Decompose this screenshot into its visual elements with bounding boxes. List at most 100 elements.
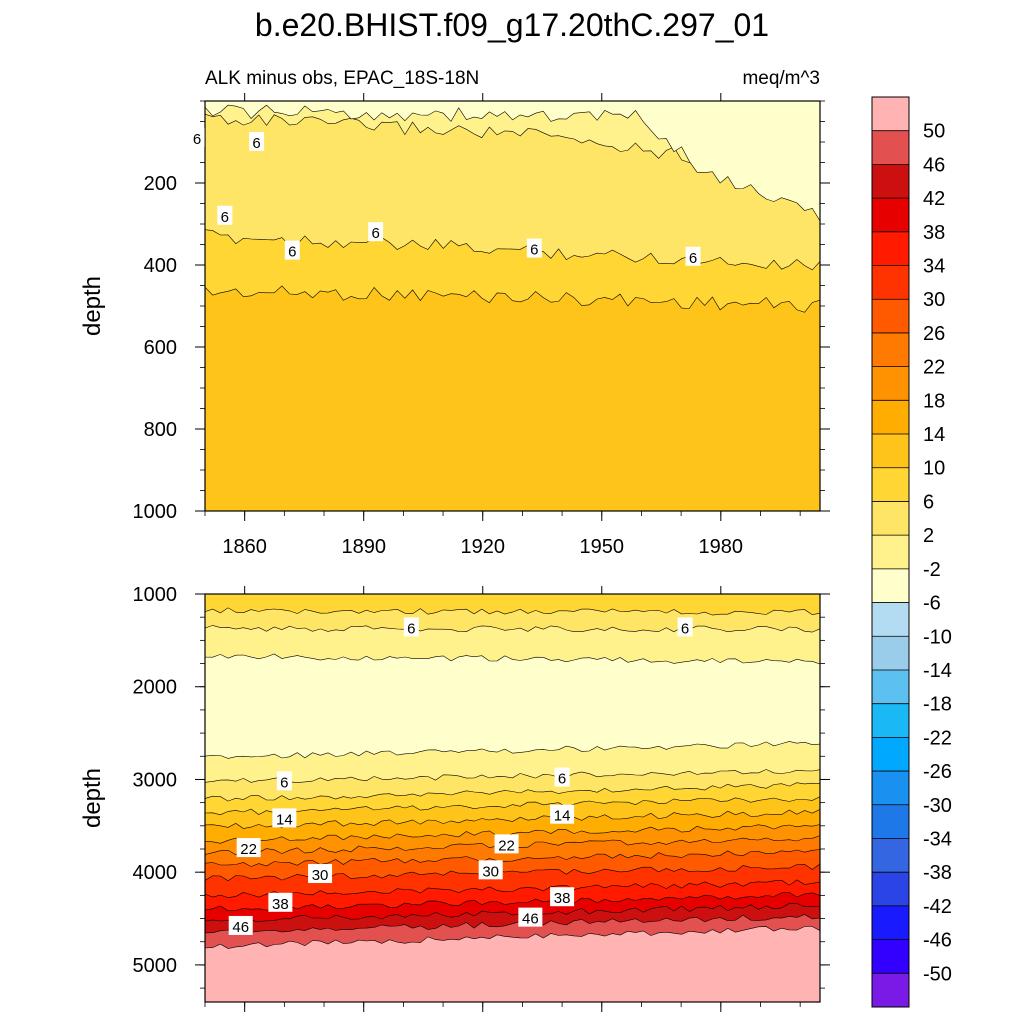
upper-xtick-label: 1980 (699, 536, 744, 558)
upper-contour-label-bg (217, 205, 233, 225)
colorbar-label: -26 (923, 761, 952, 783)
colorbar-swatch (872, 973, 909, 1008)
lower-ytick-label: 3000 (133, 769, 178, 791)
colorbar-label: -42 (923, 896, 952, 918)
lower-contour-label-bg (554, 767, 570, 787)
colorbar-label: 26 (923, 323, 945, 345)
upper-axis-ticks: 1860 1890 1920 1950 1980 200 400 600 800 1000 (133, 93, 830, 558)
lower-contour-label-text: 46 (522, 911, 539, 928)
colorbar-label: -6 (923, 593, 941, 615)
lower-contour-label: 6 (403, 617, 419, 637)
colorbar-label: -50 (923, 963, 952, 985)
colorbar-swatch (872, 905, 909, 940)
lower-contour-label-text: 22 (498, 837, 515, 854)
lower-contour-bands (205, 594, 820, 1002)
upper-contour-label-bg (685, 246, 701, 266)
lower-contour-label-bg (550, 887, 575, 907)
colorbar-label: 38 (923, 222, 945, 244)
lower-contour-label: 22 (494, 834, 519, 854)
colorbar-label: -46 (923, 930, 952, 952)
colorbar-swatch (872, 434, 909, 469)
lower-panel: 1000 2000 3000 4000 5000 6 6 6 6 14 14 22 22 30 30 38 3… (79, 584, 830, 1012)
upper-contour-label-bg (526, 238, 542, 258)
lower-contour-label: 14 (272, 808, 297, 828)
upper-contour-label-bg (284, 240, 300, 260)
upper-contour-label: 6 (368, 222, 384, 242)
colorbar-swatch (872, 164, 909, 199)
upper-xtick-label: 1890 (341, 536, 386, 558)
upper-contour-label-text: 6 (193, 131, 201, 148)
upper-contour-label-text: 6 (689, 250, 697, 267)
colorbar-label: -22 (923, 727, 952, 749)
upper-ytick-label: 400 (144, 255, 177, 277)
upper-contour-label-bg (368, 222, 384, 242)
lower-contour-label-bg (272, 808, 297, 828)
colorbar-swatch (872, 939, 909, 974)
upper-contour-label-text: 6 (252, 135, 260, 152)
lower-contour-label: 6 (677, 617, 693, 637)
colorbar-label: 6 (923, 491, 934, 513)
colorbar-swatch (872, 669, 909, 704)
colorbar-label: -18 (923, 694, 952, 716)
colorbar-label: -10 (923, 626, 952, 648)
lower-contour-label-bg (276, 771, 292, 791)
colorbar-swatch (872, 130, 909, 165)
colorbar-swatch (872, 568, 909, 603)
lower-ytick-label: 1000 (133, 584, 178, 606)
colorbar-frame (871, 96, 910, 1008)
lower-contour-label: 38 (550, 887, 575, 907)
colorbar-swatch (872, 501, 909, 536)
upper-xtick-label: 1920 (460, 536, 505, 558)
lower-contour-label-text: 6 (407, 620, 415, 637)
upper-contour-label-text: 6 (221, 209, 229, 226)
upper-y-axis-label: depth (79, 276, 106, 336)
figure-title: b.e20.BHIST.f09_g17.20thC.297_01 (255, 7, 769, 43)
lower-contour-label-text: 38 (272, 896, 289, 913)
colorbar-swatch (872, 636, 909, 671)
colorbar-label: 34 (923, 256, 945, 278)
colorbar-swatch (872, 265, 909, 300)
lower-contour-label: 46 (228, 915, 253, 936)
upper-contour-label: 6 (526, 238, 542, 259)
lower-contour-label-text: 14 (554, 808, 571, 825)
lower-contour-label-bg (550, 804, 575, 824)
upper-ytick-label: 600 (144, 337, 177, 359)
lower-contour-label-text: 30 (312, 867, 329, 884)
colorbar-swatch (872, 535, 909, 570)
upper-contour-labels: 6 6 6 6 6 6 6 (189, 127, 701, 267)
upper-xtick-label: 1860 (222, 536, 267, 558)
upper-contour-label-bg (249, 132, 265, 151)
lower-contour-label-bg (518, 907, 543, 927)
upper-band--6 (205, 101, 820, 222)
colorbar-swatch (872, 198, 909, 233)
colorbar-swatch (872, 602, 909, 637)
colorbar: 50 46 42 38 34 30 26 22 18 14 10 6 2 -2 -6 -10 -14 -18 -22… (871, 96, 952, 1008)
upper-contour-label: 6 (189, 127, 205, 148)
upper-contour-label: 6 (685, 246, 701, 267)
lower-contour-label-bg (677, 617, 693, 637)
colorbar-swatch (872, 467, 909, 502)
lower-ytick-label: 5000 (133, 955, 178, 977)
colorbar-swatch (872, 332, 909, 367)
lower-contour-label-text: 22 (240, 841, 257, 858)
upper-contour-label-text: 6 (371, 225, 379, 242)
lower-contour-label-text: 6 (681, 620, 689, 637)
lower-contour-label: 6 (554, 767, 570, 788)
colorbar-label: 50 (923, 121, 945, 143)
lower-contour-label-text: 14 (276, 811, 293, 828)
colorbar-label: -2 (923, 559, 941, 581)
lower-contour-labels: 6 6 6 6 14 14 22 22 30 30 38 38 46 46 (228, 617, 693, 936)
upper-xtick-label: 1950 (580, 536, 625, 558)
lower-contour-label-bg (268, 892, 293, 912)
lower-axis-ticks: 1000 2000 3000 4000 5000 (133, 584, 830, 1012)
colorbar-label: 22 (923, 357, 945, 379)
lower-contour-label-text: 6 (558, 771, 566, 788)
colorbar-swatch (872, 804, 909, 839)
colorbar-label: 18 (923, 390, 945, 412)
upper-contour-label-text: 6 (530, 242, 538, 259)
colorbar-label: 42 (923, 188, 945, 210)
colorbar-label: 10 (923, 458, 945, 480)
subtitle-left: ALK minus obs, EPAC_18S-18N (205, 68, 479, 89)
